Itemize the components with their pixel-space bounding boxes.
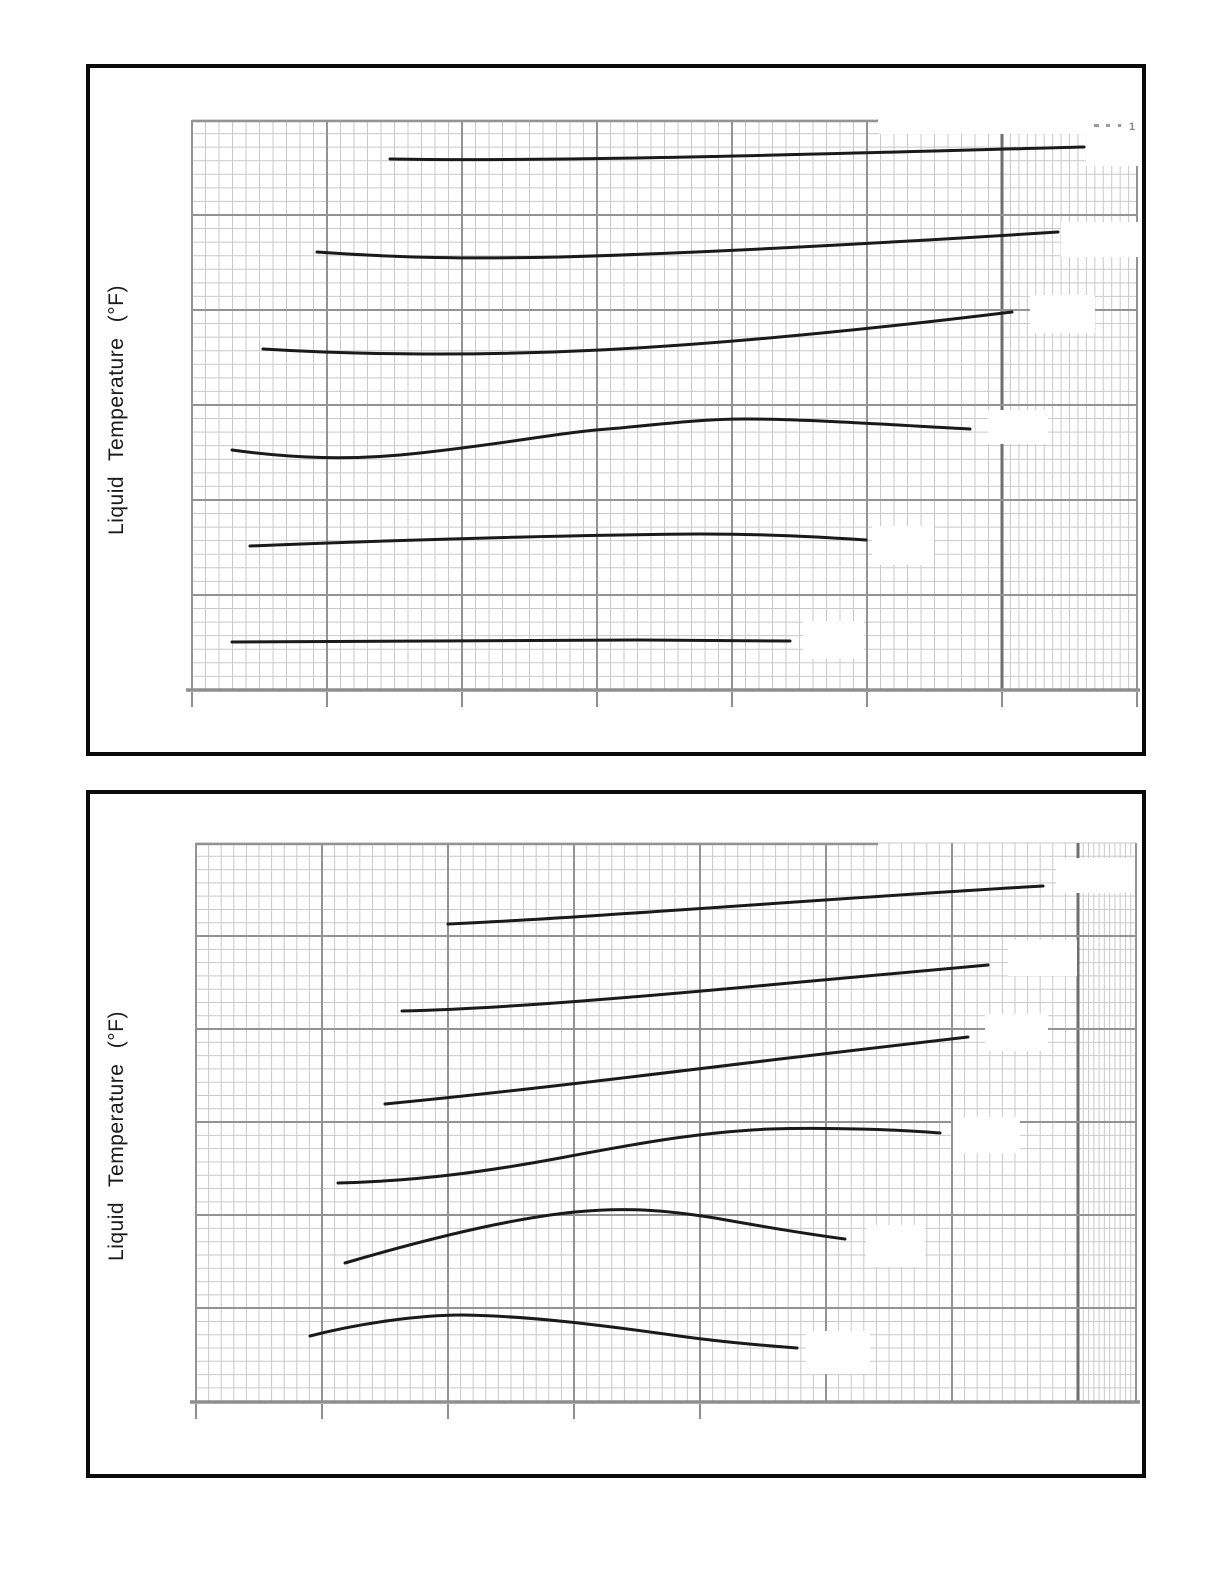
erased-label-patch	[803, 621, 864, 659]
erased-label-patch	[988, 410, 1048, 444]
top-figure-plot: 1	[186, 100, 1142, 707]
top-figure-curve-6	[230, 638, 792, 644]
axis-remnant-digit: 1	[1129, 121, 1135, 133]
erased-label-patch	[806, 1331, 870, 1374]
top-figure-curve-4	[230, 417, 972, 460]
bottom-figure-curve-3	[383, 1035, 970, 1106]
erased-label-patch	[1030, 295, 1095, 333]
bottom-figure-curve-6	[308, 1313, 799, 1350]
top-figure-curve-3	[261, 310, 1014, 356]
erased-label-patch	[953, 1117, 1020, 1153]
top-figure-curve-5	[248, 532, 868, 548]
top-figure-curve-1	[388, 145, 1086, 162]
top-figure-curve-2	[315, 230, 1060, 260]
erased-label-patch	[1061, 222, 1142, 257]
erased-label-patch	[879, 100, 1142, 134]
bottom-figure-curve-5	[343, 1208, 847, 1265]
bottom-figure-curve-2	[400, 963, 990, 1013]
bottom-figure-plot	[190, 842, 1140, 1419]
bottom-figure-curve-1	[446, 884, 1045, 926]
erased-label-patch	[1086, 133, 1142, 166]
erased-label-patch	[985, 1014, 1048, 1051]
erased-label-patch	[1008, 940, 1077, 976]
bottom-figure-curve-4	[336, 1126, 942, 1185]
erased-label-patch	[866, 1225, 925, 1267]
top-figure-frame: Liquid Temperature (°F) 1	[86, 64, 1146, 756]
axis-remnant-dash	[1106, 124, 1110, 127]
axis-remnant-dash	[1094, 124, 1099, 127]
axis-remnant-dash	[1118, 124, 1121, 127]
erased-label-patch	[1056, 858, 1135, 893]
erased-label-patch	[872, 526, 934, 565]
bottom-figure-frame: Liquid Temperature (°F)	[86, 790, 1146, 1478]
